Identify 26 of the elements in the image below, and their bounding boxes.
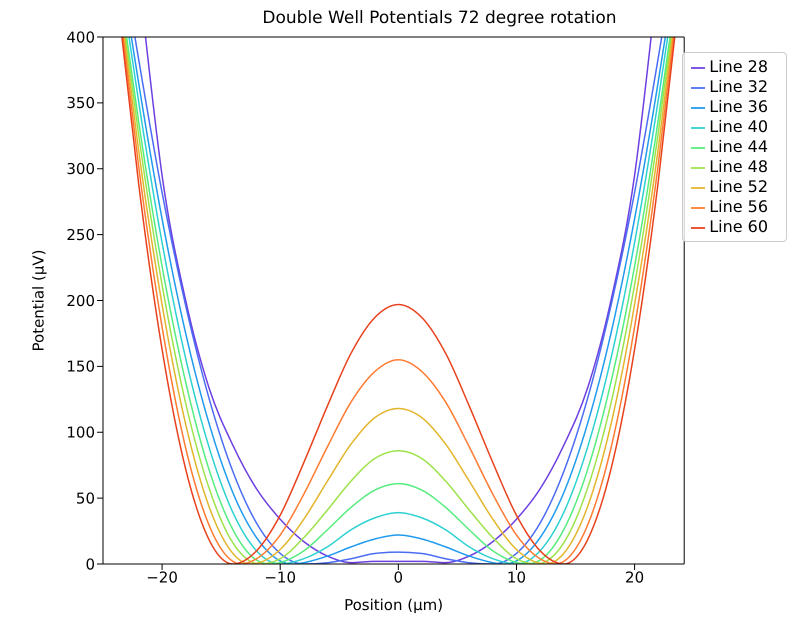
- x-axis-title: Position (μm): [344, 596, 444, 614]
- legend-label: Line 48: [709, 157, 768, 176]
- y-tick-label: 400: [66, 28, 95, 46]
- legend-label: Line 36: [709, 97, 768, 116]
- legend-label: Line 40: [709, 117, 768, 136]
- y-tick-label: 200: [66, 292, 95, 310]
- x-tick-label: −20: [146, 568, 178, 587]
- x-tick-label: −10: [264, 568, 296, 587]
- y-tick-label: 100: [66, 424, 95, 442]
- legend-label: Line 28: [709, 57, 768, 76]
- y-tick-label: 300: [66, 160, 95, 178]
- y-tick-label: 350: [66, 94, 95, 112]
- legend-label: Line 52: [709, 177, 768, 196]
- legend-label: Line 44: [709, 137, 768, 156]
- y-tick-label: 250: [66, 226, 95, 244]
- legend-label: Line 60: [709, 217, 768, 236]
- y-tick-label: 150: [66, 358, 95, 376]
- y-axis-title: Potential (μV): [29, 250, 48, 352]
- legend-label: Line 32: [709, 77, 768, 96]
- legend-label: Line 56: [709, 197, 768, 216]
- y-tick-label: 50: [76, 489, 95, 508]
- x-tick-label: 0: [394, 568, 404, 587]
- x-tick-label: 20: [625, 568, 644, 587]
- x-tick-label: 10: [506, 568, 526, 587]
- y-tick-label: 0: [85, 555, 95, 574]
- chart-title: Double Well Potentials 72 degree rotation: [261, 8, 618, 28]
